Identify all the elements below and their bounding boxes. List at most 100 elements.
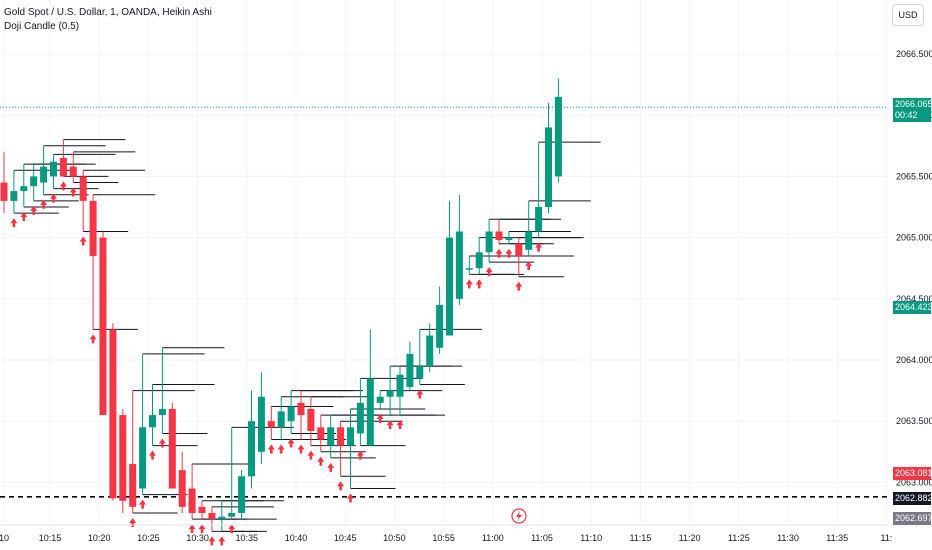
time-tick-label: 11:05	[531, 533, 553, 543]
candle[interactable]	[515, 237, 523, 277]
up-arrow-icon	[347, 493, 354, 503]
candle[interactable]	[257, 372, 265, 465]
candle[interactable]	[376, 390, 384, 409]
candle[interactable]	[188, 464, 196, 520]
candle[interactable]	[228, 427, 236, 520]
up-arrow-icon	[525, 260, 533, 270]
candle[interactable]	[287, 390, 295, 434]
candle[interactable]	[109, 323, 117, 501]
symbol-title[interactable]: Gold Spot / U.S. Dollar, 1, OANDA, Heiki…	[4, 7, 212, 18]
candle-body	[426, 335, 434, 367]
time-tick-label: 10	[0, 533, 9, 543]
candle[interactable]	[465, 255, 473, 275]
candle[interactable]	[525, 200, 533, 256]
candle[interactable]	[554, 78, 562, 183]
candle[interactable]	[10, 170, 18, 214]
candle[interactable]	[495, 219, 503, 244]
candle[interactable]	[406, 341, 414, 391]
candle[interactable]	[20, 164, 28, 207]
price-axis[interactable]: 2066.5002066.0002065.5002065.0002064.500…	[888, 0, 932, 550]
up-arrow-icon	[267, 444, 275, 454]
candle-body	[545, 127, 552, 207]
candle[interactable]	[99, 231, 107, 416]
candle[interactable]	[198, 500, 206, 520]
candle[interactable]	[208, 506, 216, 532]
black-line-badge: 2062.882	[893, 492, 932, 505]
candle-body	[79, 176, 87, 201]
candle[interactable]	[426, 323, 434, 373]
candle-body	[535, 207, 543, 232]
candle[interactable]	[168, 402, 176, 489]
candle[interactable]	[317, 415, 325, 452]
candle[interactable]	[337, 421, 345, 477]
candle-body	[168, 408, 176, 489]
up-arrow-icon	[158, 438, 166, 448]
candle[interactable]	[79, 170, 87, 232]
candle[interactable]	[139, 353, 147, 495]
candle-body	[446, 237, 453, 336]
candle[interactable]	[119, 408, 127, 513]
candle-body	[386, 390, 394, 397]
candle[interactable]	[545, 102, 552, 214]
candle-body	[347, 427, 354, 446]
time-tick-label: 11:30	[777, 533, 799, 543]
up-arrow-icon	[69, 187, 77, 197]
candle[interactable]	[218, 500, 226, 532]
candle-body	[198, 506, 206, 513]
time-tick-label: 10:45	[334, 533, 357, 543]
candle[interactable]	[248, 390, 255, 489]
candle-body	[218, 516, 226, 520]
time-tick-label: 10:40	[285, 533, 308, 543]
up-arrow-icon	[337, 481, 345, 491]
candle[interactable]	[277, 396, 285, 440]
up-arrow-icon	[317, 456, 325, 466]
candle[interactable]	[455, 194, 463, 305]
candle[interactable]	[485, 219, 493, 263]
candle[interactable]	[446, 200, 453, 336]
candle[interactable]	[535, 142, 543, 238]
candle[interactable]	[505, 231, 513, 244]
candle[interactable]	[129, 390, 137, 513]
up-arrow-icon	[416, 389, 424, 399]
up-arrow-icon	[228, 524, 236, 534]
candle[interactable]	[149, 384, 156, 446]
candle[interactable]	[238, 470, 246, 520]
candle[interactable]	[178, 451, 186, 513]
candle[interactable]	[40, 145, 48, 195]
candle-body	[416, 366, 424, 379]
candle[interactable]	[356, 378, 364, 446]
signal-arrows	[10, 181, 543, 546]
candle[interactable]	[158, 347, 166, 434]
candle[interactable]	[347, 408, 354, 489]
candle[interactable]	[30, 164, 38, 201]
candle[interactable]	[366, 329, 374, 446]
time-axis[interactable]: 10 10:15 10:20 10:25 10:30 10:35 10:40 10:45 10:…	[0, 524, 892, 543]
candle[interactable]	[386, 366, 394, 416]
candle[interactable]	[267, 406, 275, 440]
candle[interactable]	[475, 237, 483, 275]
candle[interactable]	[0, 151, 8, 214]
currency-button[interactable]: USD	[892, 4, 924, 26]
candle[interactable]	[436, 286, 444, 354]
candle[interactable]	[50, 154, 57, 189]
candle[interactable]	[59, 139, 67, 177]
up-arrow-icon	[139, 499, 147, 509]
up-arrow-icon	[20, 212, 28, 221]
indicator-label[interactable]: Doji Candle (0.5)	[4, 21, 80, 32]
candle[interactable]	[396, 366, 404, 416]
candle[interactable]	[69, 151, 77, 183]
up-arrow-icon	[188, 524, 196, 534]
lightning-marker-icon[interactable]	[511, 508, 527, 524]
up-arrow-icon	[376, 413, 384, 423]
up-arrow-icon	[356, 450, 364, 460]
time-tick-label: 10:55	[432, 533, 455, 543]
candle[interactable]	[307, 396, 315, 446]
up-arrow-icon	[475, 279, 483, 289]
candles-group[interactable]	[0, 78, 562, 532]
candle[interactable]	[327, 415, 335, 458]
candle[interactable]	[89, 194, 97, 330]
countdown-value: 00:42	[895, 110, 918, 120]
candle[interactable]	[297, 390, 305, 440]
candle[interactable]	[416, 329, 424, 385]
